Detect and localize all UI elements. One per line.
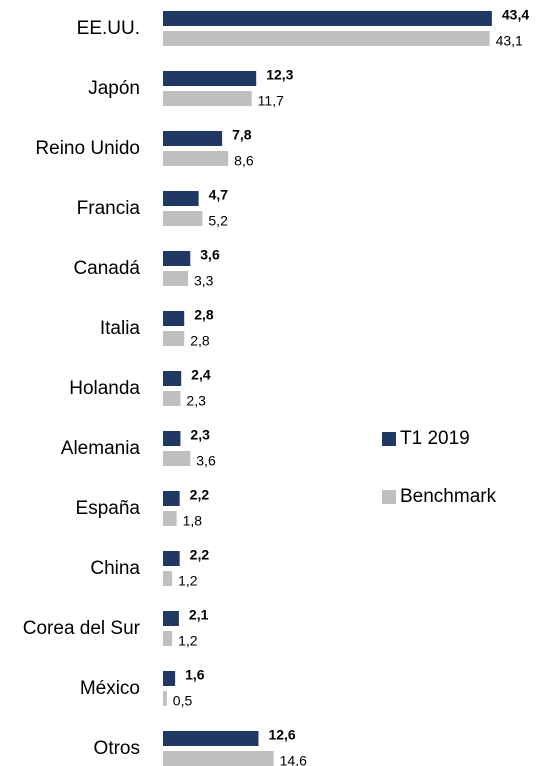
value-label: 2,4 — [191, 367, 211, 383]
value-label: 1,2 — [178, 573, 198, 589]
bar — [163, 11, 492, 26]
value-label: 7,8 — [232, 127, 252, 143]
category-label: Canadá — [73, 258, 140, 279]
category-label: Francia — [77, 198, 141, 219]
legend-label: Benchmark — [400, 486, 497, 507]
value-label: 14,6 — [280, 753, 307, 766]
category-label: Reino Unido — [35, 138, 140, 159]
value-label: 43,1 — [496, 33, 523, 49]
category-label: EE.UU. — [77, 18, 140, 39]
bar — [163, 211, 203, 226]
bar — [163, 391, 181, 406]
value-label: 2,1 — [189, 607, 209, 623]
value-label: 1,8 — [183, 513, 203, 529]
value-label: 3,3 — [194, 273, 214, 289]
bar — [163, 271, 189, 286]
bar — [163, 371, 182, 386]
value-label: 2,8 — [194, 307, 214, 323]
category-label: España — [76, 498, 141, 519]
category-label: Alemania — [61, 438, 141, 459]
bar — [163, 751, 274, 766]
value-label: 0,5 — [173, 693, 193, 709]
value-label: 2,3 — [190, 427, 210, 443]
bar — [163, 511, 177, 526]
category-label: Japón — [88, 78, 140, 99]
value-label: 8,6 — [234, 153, 254, 169]
category-label: China — [90, 558, 140, 579]
bar — [163, 571, 173, 586]
category-label: Corea del Sur — [23, 618, 141, 639]
bar — [163, 671, 176, 686]
bar — [163, 491, 180, 506]
value-label: 11,7 — [258, 93, 284, 109]
bar — [163, 331, 185, 346]
bar — [163, 131, 223, 146]
value-label: 12,6 — [268, 727, 295, 743]
value-label: 2,8 — [190, 333, 210, 349]
bar — [163, 31, 490, 46]
bar — [163, 191, 199, 206]
bar — [163, 451, 191, 466]
legend-swatch — [382, 432, 396, 446]
bar — [163, 551, 180, 566]
value-label: 2,2 — [190, 547, 210, 563]
bar — [163, 631, 173, 646]
value-label: 3,6 — [196, 453, 216, 469]
bar — [163, 91, 252, 106]
value-label: 1,6 — [185, 667, 205, 683]
value-label: 43,4 — [502, 7, 529, 23]
bar — [163, 731, 259, 746]
bar — [163, 151, 229, 166]
bar — [163, 691, 167, 706]
bar — [163, 431, 181, 446]
value-label: 2,3 — [186, 393, 206, 409]
bar — [163, 311, 185, 326]
value-label: 1,2 — [178, 633, 198, 649]
bar — [163, 251, 191, 266]
category-label: México — [80, 678, 140, 699]
value-label: 4,7 — [209, 187, 229, 203]
category-label: Italia — [100, 318, 141, 339]
value-label: 12,3 — [266, 67, 293, 83]
value-label: 3,6 — [200, 247, 220, 263]
legend-swatch — [382, 490, 396, 504]
category-label: Holanda — [69, 378, 140, 399]
value-label: 5,2 — [208, 213, 228, 229]
legend-label: T1 2019 — [400, 428, 470, 449]
bar — [163, 71, 257, 86]
category-label: Otros — [94, 738, 140, 759]
value-label: 2,2 — [190, 487, 210, 503]
bar — [163, 611, 179, 626]
